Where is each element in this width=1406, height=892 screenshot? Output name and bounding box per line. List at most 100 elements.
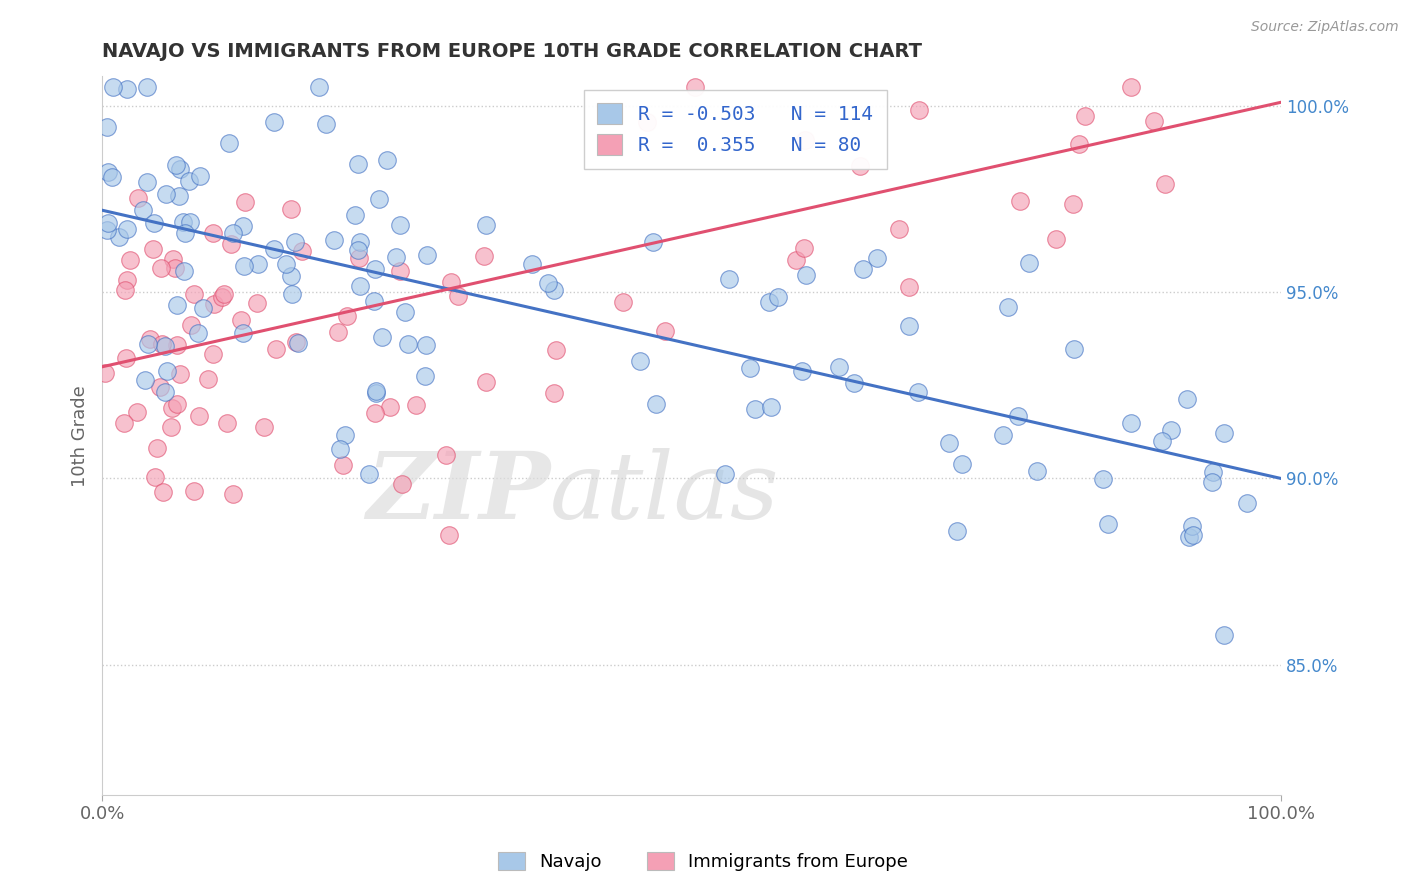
Point — [1153, 177, 1175, 191]
Point — [785, 252, 807, 267]
Point — [139, 331, 162, 345]
Point — [132, 202, 155, 217]
Point — [162, 252, 184, 266]
Point — [394, 304, 416, 318]
Point — [284, 235, 307, 249]
Point — [280, 268, 302, 283]
Point — [232, 219, 254, 234]
Point — [222, 226, 245, 240]
Point — [1213, 426, 1236, 441]
Point — [359, 467, 381, 481]
Point — [202, 347, 225, 361]
Text: ZIP: ZIP — [366, 448, 550, 538]
Point — [1150, 434, 1173, 448]
Point — [264, 342, 287, 356]
Point — [167, 189, 190, 203]
Point — [163, 261, 186, 276]
Point — [1121, 416, 1143, 430]
Point — [336, 309, 359, 323]
Point — [177, 174, 200, 188]
Point — [654, 324, 676, 338]
Point — [844, 376, 866, 391]
Point — [1175, 392, 1198, 406]
Point — [1062, 197, 1084, 211]
Point — [908, 103, 931, 118]
Point — [546, 343, 568, 357]
Point — [898, 280, 921, 294]
Point — [149, 380, 172, 394]
Legend: Navajo, Immigrants from Europe: Navajo, Immigrants from Europe — [491, 845, 915, 879]
Point — [475, 219, 498, 233]
Point — [1018, 256, 1040, 270]
Point — [156, 363, 179, 377]
Point — [349, 278, 371, 293]
Point — [343, 208, 366, 222]
Point — [159, 420, 181, 434]
Point — [212, 286, 235, 301]
Point — [347, 251, 370, 265]
Point — [520, 257, 543, 271]
Point — [364, 386, 387, 401]
Point — [439, 527, 461, 541]
Point — [232, 326, 254, 341]
Point — [1119, 80, 1142, 95]
Point — [1045, 232, 1067, 246]
Point — [391, 477, 413, 491]
Point — [1160, 423, 1182, 437]
Point — [188, 169, 211, 183]
Point — [118, 253, 141, 268]
Point — [405, 398, 427, 412]
Point — [308, 80, 330, 95]
Point — [197, 372, 219, 386]
Point — [174, 227, 197, 241]
Point — [149, 260, 172, 275]
Point — [543, 385, 565, 400]
Point — [375, 153, 398, 168]
Point — [112, 416, 135, 430]
Point — [211, 290, 233, 304]
Point — [215, 416, 238, 430]
Point — [1069, 136, 1091, 151]
Point — [188, 409, 211, 423]
Point — [134, 373, 156, 387]
Point — [166, 397, 188, 411]
Point — [94, 367, 117, 381]
Point — [284, 334, 307, 349]
Y-axis label: 10th Grade: 10th Grade — [72, 384, 89, 486]
Point — [388, 218, 411, 232]
Point — [127, 191, 149, 205]
Point — [246, 257, 269, 271]
Point — [366, 384, 388, 398]
Point — [628, 354, 651, 368]
Point — [897, 318, 920, 333]
Point — [187, 326, 209, 341]
Point — [166, 338, 188, 352]
Point — [363, 293, 385, 308]
Point — [389, 264, 412, 278]
Point — [1181, 519, 1204, 533]
Point — [938, 436, 960, 450]
Point — [413, 368, 436, 383]
Point — [644, 397, 666, 411]
Point — [793, 241, 815, 255]
Point — [150, 337, 173, 351]
Point — [101, 80, 124, 95]
Point — [291, 244, 314, 258]
Point — [641, 235, 664, 250]
Point — [1212, 628, 1234, 642]
Point — [1236, 496, 1258, 510]
Point — [173, 215, 195, 229]
Point — [145, 441, 167, 455]
Point — [218, 136, 240, 150]
Point — [794, 133, 817, 147]
Point — [440, 276, 463, 290]
Point — [718, 272, 741, 286]
Point — [152, 485, 174, 500]
Point — [946, 524, 969, 538]
Point — [1025, 464, 1047, 478]
Point — [714, 467, 737, 481]
Text: atlas: atlas — [550, 448, 780, 538]
Point — [907, 385, 929, 400]
Point — [136, 175, 159, 189]
Point — [115, 82, 138, 96]
